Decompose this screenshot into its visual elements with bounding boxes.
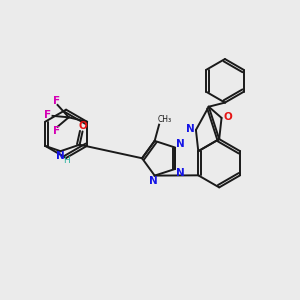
Text: N: N xyxy=(56,152,65,161)
Text: N: N xyxy=(176,167,185,178)
Text: N: N xyxy=(176,139,185,149)
Text: F: F xyxy=(53,96,60,106)
Text: N: N xyxy=(186,124,194,134)
Text: H: H xyxy=(64,156,70,165)
Text: O: O xyxy=(223,112,232,122)
Text: N: N xyxy=(149,176,158,187)
Text: F: F xyxy=(44,110,51,120)
Text: F: F xyxy=(53,126,60,136)
Text: O: O xyxy=(78,121,87,130)
Text: CH₃: CH₃ xyxy=(157,116,171,124)
